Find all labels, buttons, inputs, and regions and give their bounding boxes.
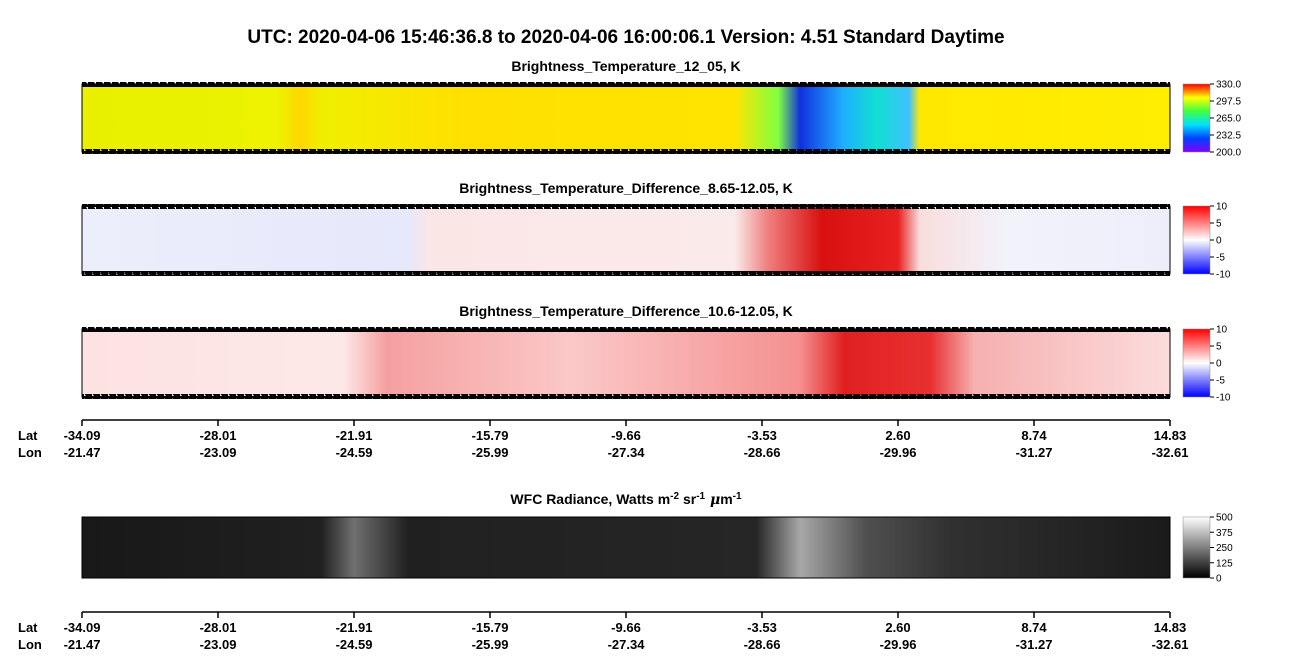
image-strip xyxy=(81,516,1171,579)
panel-title: Brightness_Temperature_Difference_8.65-1… xyxy=(459,180,793,196)
colorbar-label: 200.0 xyxy=(1216,148,1241,159)
lon-value: -32.61 xyxy=(1152,445,1189,460)
lon-value: -27.34 xyxy=(608,445,646,460)
lon-value: -21.47 xyxy=(64,445,101,460)
colorbar-label: 500 xyxy=(1216,513,1233,524)
colorbar xyxy=(1182,83,1211,153)
strip-edge xyxy=(82,327,1170,332)
title-part: m xyxy=(720,491,732,507)
image-strip xyxy=(81,328,1171,398)
colorbar-label: 5 xyxy=(1216,342,1222,353)
lat-value: -28.01 xyxy=(200,620,237,635)
strip-edge xyxy=(82,204,1170,209)
lon-value: -28.66 xyxy=(744,637,781,652)
lat-value: 2.60 xyxy=(885,620,910,635)
lat-value: -9.66 xyxy=(611,620,641,635)
colorbar-label: 232.5 xyxy=(1216,131,1241,142)
colorbar-label: 0 xyxy=(1216,359,1222,370)
image-strip xyxy=(81,83,1171,153)
lon-value: -25.99 xyxy=(472,445,509,460)
colorbar-label: 10 xyxy=(1216,202,1228,213)
lon-value: -25.99 xyxy=(472,637,509,652)
colorbar-label: 125 xyxy=(1216,558,1233,569)
colorbar xyxy=(1182,328,1211,398)
lat-label: Lat xyxy=(18,428,38,443)
colorbar-label: 5 xyxy=(1216,219,1222,230)
lat-value: -34.09 xyxy=(64,620,101,635)
lon-value: -21.47 xyxy=(64,637,101,652)
colorbar-label: 10 xyxy=(1216,325,1228,336)
lat-value: 8.74 xyxy=(1021,620,1047,635)
lon-value: -29.96 xyxy=(880,445,917,460)
colorbar-label: 0 xyxy=(1216,236,1222,247)
panel-title: Brightness_Temperature_Difference_10.6-1… xyxy=(459,303,793,319)
lon-value: -27.34 xyxy=(608,637,646,652)
colorbar-label: 250 xyxy=(1216,543,1233,554)
strip-edge xyxy=(82,82,1170,87)
lat-value: -21.91 xyxy=(336,428,373,443)
title-part: sr xyxy=(679,491,697,507)
strip-edge xyxy=(82,271,1170,276)
lat-value: -9.66 xyxy=(611,428,641,443)
panel-title: WFC Radiance, Watts m-2 sr-1 μm-1 xyxy=(510,491,742,509)
lon-value: -24.59 xyxy=(336,637,373,652)
colorbar xyxy=(1182,516,1211,579)
lon-value: -24.59 xyxy=(336,445,373,460)
colorbar-label: -5 xyxy=(1216,376,1225,387)
lon-value: -31.27 xyxy=(1016,637,1053,652)
lat-value: -3.53 xyxy=(747,620,777,635)
lon-value: -23.09 xyxy=(200,445,237,460)
colorbar-label: 265.0 xyxy=(1216,114,1241,125)
lat-value: -15.79 xyxy=(472,428,509,443)
title-part: WFC Radiance, Watts m xyxy=(510,491,670,507)
colorbar-label: -10 xyxy=(1216,270,1231,281)
title-part: -1 xyxy=(696,491,705,502)
lon-value: -29.96 xyxy=(880,637,917,652)
lon-value: -31.27 xyxy=(1016,445,1053,460)
colorbar-label: 375 xyxy=(1216,528,1233,539)
lon-value: -28.66 xyxy=(744,445,781,460)
lat-value: -21.91 xyxy=(336,620,373,635)
lat-value: 14.83 xyxy=(1154,428,1187,443)
lat-label: Lat xyxy=(18,620,38,635)
lon-label: Lon xyxy=(18,637,42,652)
lat-value: 8.74 xyxy=(1021,428,1047,443)
lat-value: 14.83 xyxy=(1154,620,1187,635)
lat-value: -3.53 xyxy=(747,428,777,443)
title-part: -1 xyxy=(733,491,742,502)
colorbar-label: -5 xyxy=(1216,253,1225,264)
strip-edge xyxy=(82,149,1170,154)
colorbar-label: 330.0 xyxy=(1216,80,1241,91)
colorbar xyxy=(1182,205,1211,275)
colorbar-label: 297.5 xyxy=(1216,97,1241,108)
lat-value: -34.09 xyxy=(64,428,101,443)
image-strip xyxy=(81,205,1171,275)
figure-title: UTC: 2020-04-06 15:46:36.8 to 2020-04-06… xyxy=(247,27,1004,48)
lon-value: -23.09 xyxy=(200,637,237,652)
lon-label: Lon xyxy=(18,445,42,460)
title-part: μ xyxy=(705,492,720,508)
lat-value: -15.79 xyxy=(472,620,509,635)
lat-value: -28.01 xyxy=(200,428,237,443)
panel-title: Brightness_Temperature_12_05, K xyxy=(511,58,740,74)
colorbar-label: -10 xyxy=(1216,393,1231,404)
title-part: -2 xyxy=(670,491,679,502)
colorbar-label: 0 xyxy=(1216,574,1222,585)
lat-value: 2.60 xyxy=(885,428,910,443)
lon-value: -32.61 xyxy=(1152,637,1189,652)
strip-edge xyxy=(82,394,1170,399)
